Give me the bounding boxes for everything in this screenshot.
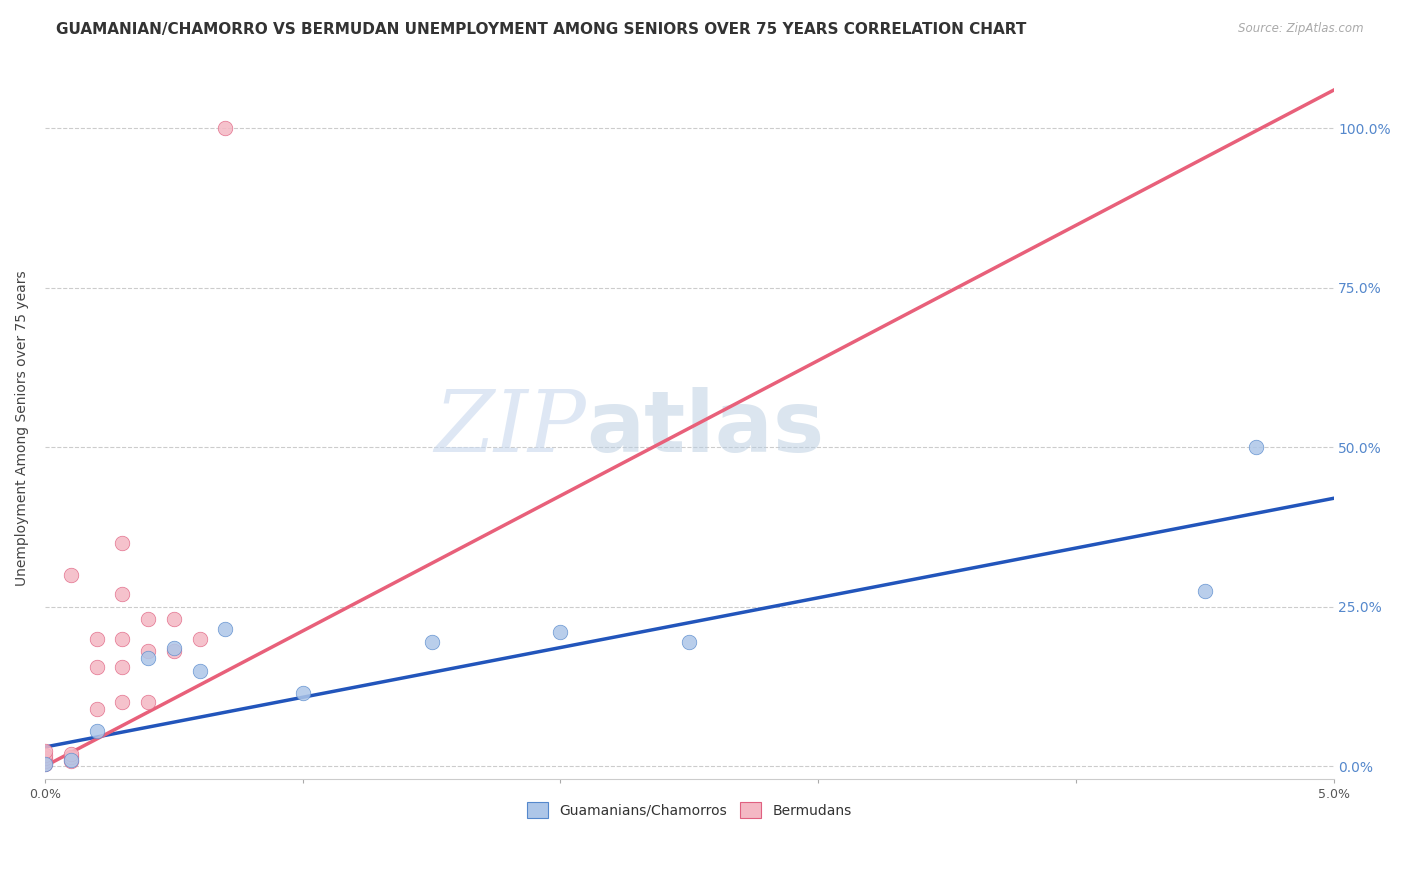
Point: [34, 747, 56, 762]
Point: [136, 650, 159, 665]
Point: [86, 632, 108, 646]
Point: [34, 754, 56, 768]
Point: [111, 536, 134, 550]
Point: [1244, 440, 1267, 454]
Point: [163, 644, 186, 658]
Point: [59, 747, 82, 761]
Point: [59, 567, 82, 582]
Point: [86, 724, 108, 739]
Point: [34, 757, 56, 772]
Point: [163, 641, 186, 656]
Point: [34, 757, 56, 772]
Point: [111, 587, 134, 601]
Text: Source: ZipAtlas.com: Source: ZipAtlas.com: [1239, 22, 1364, 36]
Point: [291, 686, 314, 700]
Point: [136, 695, 159, 709]
Point: [163, 612, 186, 626]
Point: [59, 750, 82, 764]
Y-axis label: Unemployment Among Seniors over 75 years: Unemployment Among Seniors over 75 years: [15, 270, 30, 586]
Text: atlas: atlas: [586, 386, 824, 470]
Point: [86, 702, 108, 716]
Point: [136, 612, 159, 626]
Point: [1194, 583, 1216, 598]
Text: ZIP: ZIP: [434, 387, 586, 469]
Point: [678, 635, 700, 649]
Point: [111, 632, 134, 646]
Legend: Guamanians/Chamorros, Bermudans: Guamanians/Chamorros, Bermudans: [520, 796, 859, 824]
Point: [550, 625, 572, 640]
Point: [420, 635, 443, 649]
Point: [214, 622, 236, 636]
Point: [34, 751, 56, 765]
Point: [136, 644, 159, 658]
Point: [59, 753, 82, 767]
Point: [34, 744, 56, 758]
Point: [214, 121, 236, 136]
Point: [188, 632, 211, 646]
Point: [111, 660, 134, 674]
Point: [188, 664, 211, 678]
Point: [86, 660, 108, 674]
Text: GUAMANIAN/CHAMORRO VS BERMUDAN UNEMPLOYMENT AMONG SENIORS OVER 75 YEARS CORRELAT: GUAMANIAN/CHAMORRO VS BERMUDAN UNEMPLOYM…: [56, 22, 1026, 37]
Point: [111, 695, 134, 709]
Point: [59, 754, 82, 768]
